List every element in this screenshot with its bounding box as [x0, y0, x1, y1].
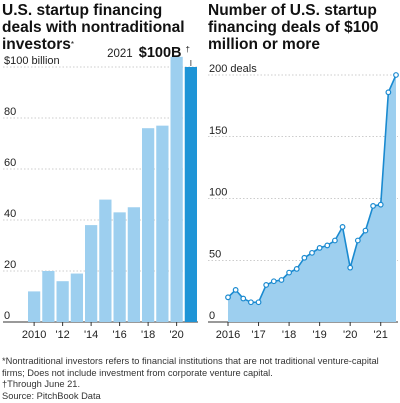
left-y-tick-label: $100 billion: [4, 55, 60, 67]
right-data-point: [377, 201, 384, 208]
callout-year: 2021: [107, 48, 133, 60]
right-data-point: [316, 244, 323, 251]
right-data-point: [232, 286, 239, 293]
right-chart-points: [225, 72, 399, 306]
right-data-point: [240, 295, 247, 302]
right-x-tick-label: '18: [282, 329, 296, 341]
right-data-point: [248, 299, 254, 306]
left-chart-title-text: U.S. startup financing deals with nontra…: [2, 2, 185, 53]
left-y-tick-label: 60: [4, 157, 16, 169]
callout-mark: †: [186, 45, 190, 54]
bar-2018: [141, 128, 155, 322]
right-data-point: [225, 294, 231, 301]
right-y-tick-label: 200 deals: [209, 63, 257, 75]
bar-2010: [27, 291, 41, 322]
right-series-line: [227, 74, 397, 304]
bar-2014: [84, 225, 98, 322]
right-y-tick-label: 0: [209, 310, 215, 322]
right-chart-tick-labels: 0 50 100 150 200 deals 2016 '17 '18 '19 '20 '21: [209, 63, 388, 341]
right-data-point: [286, 269, 292, 276]
right-area-fill: [228, 75, 396, 322]
left-y-tick-label: 20: [4, 259, 16, 271]
right-data-point: [263, 282, 270, 288]
right-x-tick-label: '17: [251, 329, 265, 341]
bar-2021: [184, 67, 198, 322]
left-y-tick-label: 80: [4, 106, 16, 118]
right-data-point: [385, 89, 392, 96]
right-y-tick-label: 150: [209, 125, 227, 137]
right-data-point: [362, 227, 369, 234]
right-chart-area: [227, 74, 397, 322]
right-data-point: [354, 237, 361, 244]
left-chart-title: U.S. startup financing deals with nontra…: [2, 2, 194, 53]
left-x-tick-label: '18: [141, 329, 155, 341]
right-data-point: [332, 237, 338, 244]
right-data-point: [370, 203, 376, 209]
footnote-through-date: †Through June 21.: [2, 379, 81, 389]
source-line: Source: PitchBook Data: [2, 391, 101, 401]
right-x-tick-label: '21: [374, 329, 388, 341]
right-data-point: [278, 277, 285, 283]
right-chart-gridlines: [208, 74, 398, 323]
left-y-tick-label: 0: [4, 310, 10, 322]
footnote-definition: *Nontraditional investors refers to fina…: [2, 356, 379, 378]
left-chart-title-mark: *: [70, 40, 75, 49]
left-y-tick-label: 40: [4, 208, 16, 220]
right-data-point: [309, 249, 315, 256]
right-x-tick-label: '19: [312, 329, 326, 341]
right-y-tick-label: 50: [209, 248, 221, 260]
bar-2015: [99, 199, 112, 322]
right-x-tick-label: '20: [343, 329, 357, 341]
right-data-point: [270, 278, 277, 285]
right-data-point: [293, 265, 300, 272]
bar-2017: [127, 207, 141, 322]
left-x-tick-label: '12: [55, 329, 69, 341]
left-x-tick-label: 2010: [22, 329, 46, 341]
right-data-point: [255, 299, 262, 306]
bar-2012: [56, 281, 69, 322]
right-chart-title: Number of U.S. startup financing deals o…: [208, 2, 379, 53]
left-chart-bars: [27, 56, 198, 323]
bar-2016: [113, 212, 126, 322]
right-x-tick-label: 2016: [216, 329, 240, 341]
left-x-tick-label: '16: [112, 329, 126, 341]
bar-2011: [42, 271, 55, 322]
left-bar-chart: 0 20 40 60 80 $100 billion 2010 '12 '14 '16 '18 '20…: [3, 45, 198, 341]
right-data-point: [393, 72, 399, 78]
right-data-point: [324, 242, 331, 249]
left-chart-tick-labels: 0 20 40 60 80 $100 billion 2010 '12 '14 '16 '18 '20: [4, 55, 192, 341]
bar-2013: [70, 273, 84, 322]
bar-2019: [156, 125, 169, 323]
right-data-point: [339, 224, 346, 230]
callout-label: 2021 $100B †: [107, 45, 190, 61]
left-x-tick-label: '20: [169, 329, 183, 341]
left-x-tick-label: '14: [84, 329, 98, 341]
right-y-tick-label: 100: [209, 187, 227, 199]
callout-value: $100B: [139, 45, 182, 61]
right-data-point: [347, 264, 354, 271]
right-data-point: [301, 254, 308, 261]
bar-2020: [170, 56, 183, 323]
